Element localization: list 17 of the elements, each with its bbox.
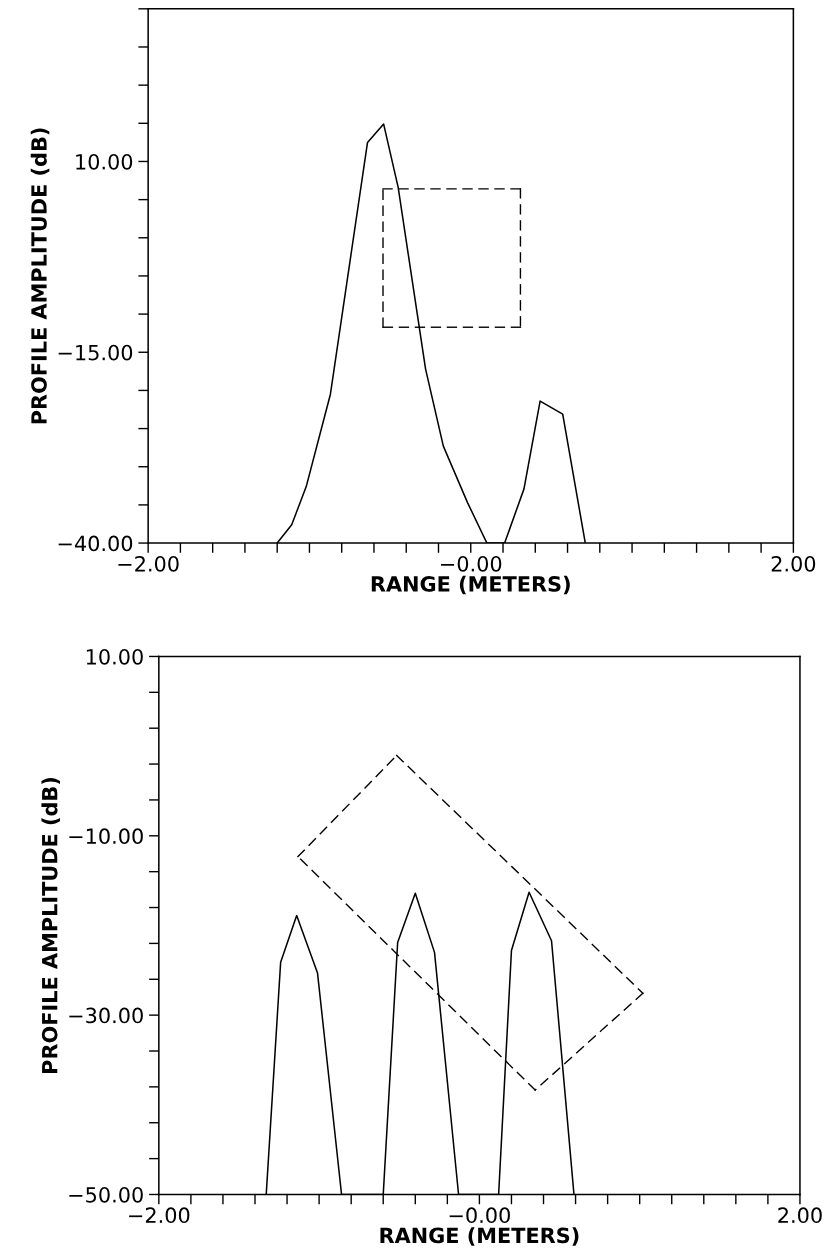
y-tick-label: 10.00: [86, 648, 143, 665]
y-axis-title: PROFILE AMPLITUDE (dB): [41, 777, 61, 1073]
y-tick-label: −15.00: [58, 344, 133, 361]
y-tick-label: −40.00: [58, 535, 133, 552]
x-tick-label: −2.00: [129, 1207, 190, 1224]
y-tick-label: −30.00: [69, 1007, 143, 1024]
x-tick-label: 2.00: [771, 555, 816, 572]
y-axis-title: PROFILE AMPLITUDE (dB): [30, 128, 50, 424]
x-axis-title: RANGE (METERS): [371, 575, 570, 595]
x-tick-label: −2.00: [118, 555, 179, 572]
x-tick-label: 2.00: [778, 1207, 822, 1224]
x-axis-title: RANGE (METERS): [380, 1227, 579, 1246]
x-tick-label: −0.00: [449, 1207, 510, 1224]
y-tick-label: −50.00: [69, 1186, 143, 1203]
y-tick-label: −10.00: [69, 828, 143, 845]
x-tick-label: −0.00: [441, 555, 502, 572]
y-tick-label: 10.00: [76, 153, 133, 170]
